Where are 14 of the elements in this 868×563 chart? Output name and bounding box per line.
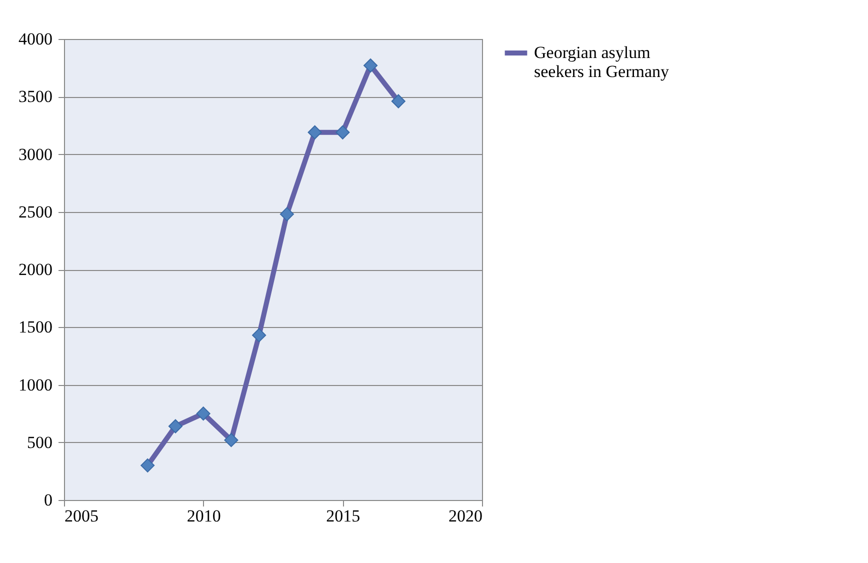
x-tick-label: 2020 bbox=[448, 506, 482, 526]
y-tick-label: 1500 bbox=[18, 318, 52, 337]
legend-label: Georgian asylum seekers in Germany bbox=[534, 43, 670, 81]
x-tick-label: 2010 bbox=[186, 506, 221, 526]
x-tick-label: 2015 bbox=[326, 506, 360, 526]
x-tick-label: 2005 bbox=[64, 506, 98, 526]
y-tick-label: 1000 bbox=[18, 375, 52, 394]
y-tick-label: 3000 bbox=[18, 144, 52, 164]
y-tick-label: 0 bbox=[44, 490, 52, 510]
y-tick-label: 2500 bbox=[18, 202, 52, 222]
y-tick-label: 3500 bbox=[18, 87, 52, 106]
y-tick-label: 4000 bbox=[18, 30, 52, 48]
y-tick-label: 500 bbox=[27, 432, 52, 452]
y-tick-label: 2000 bbox=[18, 260, 52, 279]
